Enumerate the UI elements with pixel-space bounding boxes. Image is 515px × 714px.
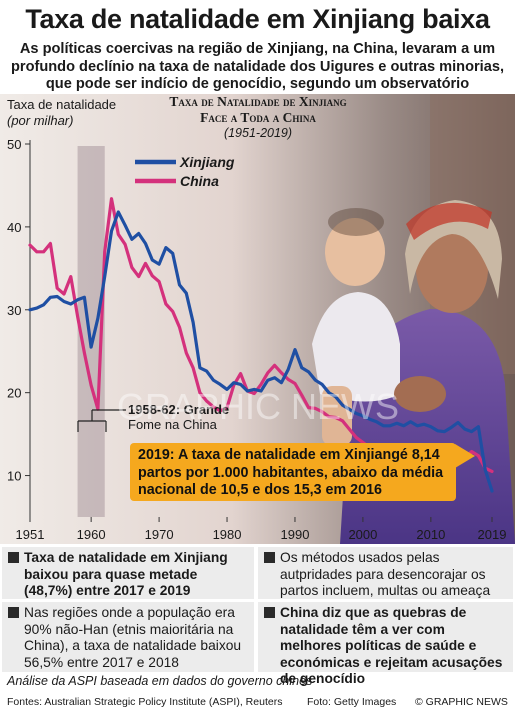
y-tick-label: 20 [7, 386, 21, 401]
subtitle-line: profundo declínio na taxa de natalidade … [10, 58, 505, 75]
bullet-square-icon [264, 552, 275, 563]
callout-2019: 2019: A taxa de natalidade em Xinjiangé … [130, 443, 456, 501]
fact-text: Taxa de natalidade em Xinjiang baixou pa… [24, 550, 228, 598]
fact-box: Taxa de natalidade em Xinjiang baixou pa… [2, 547, 254, 599]
subtitle-line: As políticas coercivas na região de Xinj… [19, 41, 496, 57]
legend-label-china: China [180, 173, 219, 189]
fact-text: Nas regiões onde a população era 90% não… [24, 605, 242, 670]
famine-label-line: 1958-62: Grande [128, 402, 229, 417]
fact-box: Nas regiões onde a população era 90% não… [2, 602, 254, 672]
page-title: Taxa de natalidade em Xinjiang baixa [25, 4, 490, 34]
x-tick-label: 1960 [77, 527, 106, 542]
fact-text: China diz que as quebras de natalidade t… [280, 605, 503, 686]
y-axis-label: Taxa de natalidade [7, 97, 116, 112]
famine-annotation: 1958-62: Grande Fome na China [77, 402, 229, 432]
x-tick-label: 2000 [348, 527, 377, 542]
callout-line: partos por 1.000 habitantes, abaixo da m… [138, 464, 444, 481]
x-tick-label: 2019 [478, 527, 507, 542]
watermark: GRAPHIC NEWS [117, 386, 399, 427]
callout-line: nacional de 10,5 e dos 15,3 em 2016 [138, 482, 382, 498]
photo-credit: Foto: Getty Images [307, 696, 397, 708]
x-tick-label: 2010 [416, 527, 445, 542]
x-tick-label: 1980 [213, 527, 242, 542]
sources-credit: Fontes: Australian Strategic Policy Inst… [7, 696, 283, 708]
y-tick-label: 30 [7, 303, 21, 318]
x-tick-label: 1970 [145, 527, 174, 542]
x-tick-label: 1951 [16, 527, 45, 542]
y-tick-label: 40 [7, 220, 21, 235]
legend: Xinjiang China [135, 154, 235, 189]
series-line-xinjiang [28, 210, 494, 493]
y-axis-unit: (por milhar) [7, 113, 73, 128]
fact-boxes: Taxa de natalidade em Xinjiang baixou pa… [0, 547, 515, 686]
chart-heading: Taxa de Natalidade de Xinjiang Face a To… [169, 94, 346, 125]
fact-box: China diz que as quebras de natalidade t… [258, 602, 513, 686]
y-tick-label: 50 [7, 137, 21, 152]
fact-box: Os métodos usados pelas autpridades para… [258, 547, 513, 615]
bullet-square-icon [8, 552, 19, 563]
x-axis-ticks: 1951 1960 1970 1980 1990 2000 2010 2019 [16, 517, 507, 542]
y-axis-ticks: 10 20 30 40 50 [7, 137, 30, 484]
bullet-square-icon [8, 607, 19, 618]
copyright: © GRAPHIC NEWS [415, 696, 508, 708]
bullet-square-icon [264, 607, 275, 618]
chart-title-line: Face a Toda a China [200, 110, 316, 125]
callout-pointer [455, 444, 475, 468]
y-tick-label: 10 [7, 469, 21, 484]
x-tick-label: 1990 [281, 527, 310, 542]
famine-label-line: Fome na China [128, 417, 218, 432]
legend-label-xinjiang: Xinjiang [179, 154, 235, 170]
callout-line: 2019: A taxa de natalidade em Xinjiangé … [138, 447, 440, 463]
analysis-note: Análise da ASPI baseada em dados do gove… [7, 674, 313, 688]
chart-title-line: Taxa de Natalidade de Xinjiang [169, 94, 346, 109]
chart-subtitle: (1951-2019) [224, 126, 292, 140]
